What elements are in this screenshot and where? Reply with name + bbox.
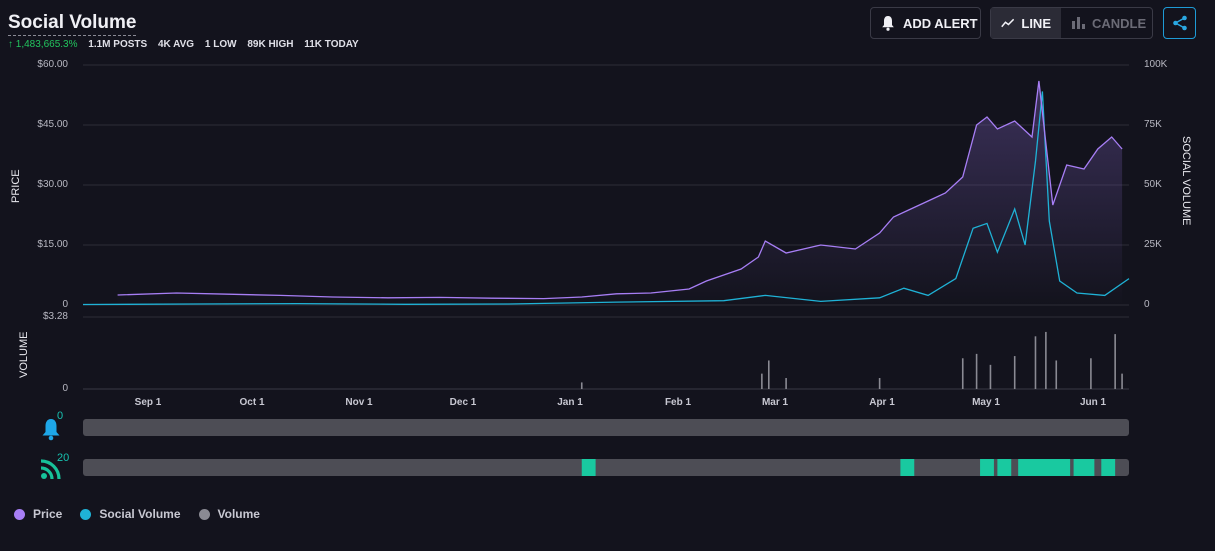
price-tick: $15.00 [37, 239, 68, 250]
candle-toggle-button[interactable]: CANDLE [1061, 8, 1156, 38]
month-label: Jun 1 [1079, 397, 1107, 408]
alert-bell-icon[interactable] [40, 417, 62, 441]
candle-toggle-label: CANDLE [1092, 15, 1147, 31]
low-stat: 1 LOW [204, 39, 237, 50]
volume-bar [975, 353, 978, 389]
volume-bar [767, 360, 770, 389]
price-tick: 0 [62, 299, 68, 310]
month-label: Jan 1 [557, 397, 583, 408]
month-label: Feb 1 [664, 397, 692, 408]
price-axis-label: PRICE [10, 169, 22, 203]
volume-bar [1114, 334, 1116, 389]
social-tick: 0 [1144, 299, 1150, 310]
social-volume-chart [82, 64, 1130, 390]
volume-bar [580, 382, 583, 389]
feed-event-block [997, 459, 1012, 476]
month-label: Dec 1 [449, 397, 477, 408]
volume-tick: $3.28 [42, 311, 68, 322]
rss-feed-icon[interactable] [40, 458, 62, 480]
line-toggle-label: LINE [1021, 15, 1051, 31]
volume-tick: 0 [62, 383, 68, 394]
legend-price[interactable]: Price [14, 507, 62, 521]
candle-chart-icon [1072, 17, 1085, 29]
feed-event-block [900, 459, 915, 476]
posts-stat: 1.1M POSTS [88, 39, 148, 50]
volume-bar [761, 373, 763, 389]
volume-bar [1121, 373, 1123, 389]
feed-track[interactable] [83, 459, 1129, 476]
bell-icon [882, 16, 894, 31]
month-label: May 1 [972, 397, 1000, 408]
avg-stat: 4K AVG [157, 39, 195, 50]
social-tick: 25K [1144, 239, 1162, 250]
month-label: Mar 1 [761, 397, 789, 408]
alerts-track[interactable] [83, 419, 1129, 436]
change-stat: ↑ 1,483,665.3% [8, 39, 78, 50]
feed-events [581, 459, 1116, 476]
price-tick: $45.00 [37, 119, 68, 130]
legend-social[interactable]: Social Volume [80, 507, 181, 521]
share-button[interactable] [1163, 7, 1196, 39]
month-label: Apr 1 [869, 397, 895, 408]
feed-event-block [581, 459, 596, 476]
feed-event-block [1101, 459, 1116, 476]
volume-bar [961, 358, 964, 389]
legend-volume-label: Volume [217, 507, 260, 521]
today-stat: 11K TODAY [304, 39, 359, 50]
volume-bar [1034, 336, 1037, 389]
price-series-line [117, 80, 1123, 300]
month-label: Nov 1 [345, 397, 373, 408]
line-chart-icon [1001, 18, 1015, 28]
volume-bar [1045, 331, 1047, 389]
price-tick: $30.00 [37, 179, 68, 190]
price-tick: $60.00 [37, 59, 68, 70]
legend: Price Social Volume Volume [14, 507, 278, 521]
social-volume-series-line [82, 91, 1130, 306]
add-alert-label: ADD ALERT [903, 15, 978, 31]
volume-dot [198, 508, 210, 520]
volume-bar [1013, 356, 1016, 389]
social-axis-label: SOCIAL VOLUME [1180, 136, 1192, 226]
social-tick: 100K [1144, 59, 1168, 70]
high-stat: 89K HIGH [247, 39, 294, 50]
chart-type-toggle: LINE CANDLE [990, 7, 1153, 39]
share-icon [1172, 15, 1187, 31]
social-dot [80, 508, 92, 520]
volume-bar [878, 378, 881, 389]
alerts-count: 0 [57, 410, 64, 422]
legend-volume[interactable]: Volume [198, 507, 260, 521]
add-alert-button[interactable]: ADD ALERT [870, 7, 981, 39]
line-toggle-button[interactable]: LINE [991, 8, 1061, 38]
month-label: Sep 1 [134, 397, 162, 408]
volume-bar [989, 364, 992, 389]
feed-event-block [1018, 459, 1071, 476]
chart-title: Social Volume [8, 12, 137, 36]
feed-count: 20 [57, 452, 70, 464]
volume-bar [785, 378, 787, 389]
social-tick: 50K [1144, 179, 1162, 190]
price-dot [14, 508, 25, 520]
volume-bar [1055, 360, 1058, 389]
price-area [117, 81, 1123, 305]
volume-axis-label: VOLUME [18, 331, 30, 378]
month-label: Oct 1 [239, 397, 265, 408]
volume-bar [1090, 358, 1092, 389]
legend-price-label: Price [33, 507, 63, 521]
legend-social-label: Social Volume [99, 507, 181, 521]
feed-event-block [1073, 459, 1095, 476]
feed-event-block [980, 459, 994, 476]
stats-row: ↑ 1,483,665.3% 1.1M POSTS 4K AVG 1 LOW 8… [8, 39, 367, 50]
social-tick: 75K [1144, 119, 1162, 130]
